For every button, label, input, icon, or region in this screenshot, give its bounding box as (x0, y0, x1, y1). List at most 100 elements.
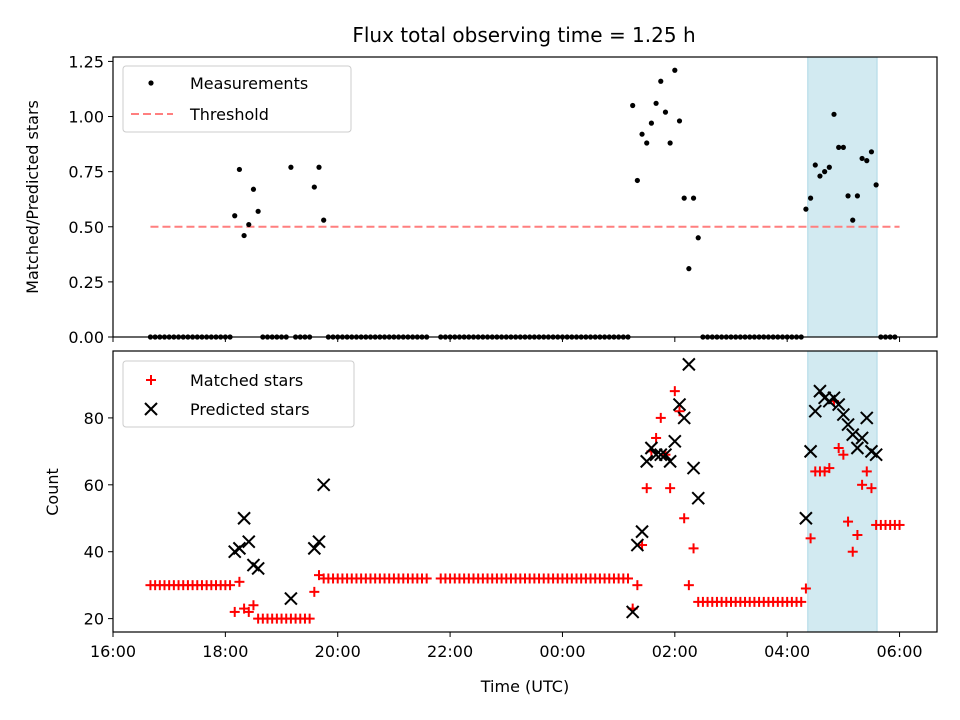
matched-star-point (225, 580, 236, 591)
measurement-point (288, 164, 294, 170)
measurement-point (644, 140, 650, 146)
measurement-point (321, 217, 327, 223)
legend-predicted-marker (144, 402, 158, 416)
measurement-point (868, 149, 875, 155)
measurement-point (639, 131, 645, 137)
matched-star-point (623, 573, 633, 584)
top-observing-window-band (807, 56, 878, 338)
predicted-star-point (232, 541, 247, 556)
bottom-plot-frame (112, 350, 938, 633)
matched-star-point (838, 449, 849, 460)
top-y-tick-label: 0.75 (68, 163, 104, 182)
matched-star-point (243, 606, 254, 617)
matched-star-point (847, 546, 858, 557)
measurement-point (873, 182, 879, 188)
top-plot-frame (112, 56, 938, 338)
matched-star-point (421, 573, 432, 584)
x-tick-label: 06:00 (876, 642, 922, 661)
measurement-point (812, 162, 818, 168)
x-tick-label: 20:00 (315, 642, 361, 661)
measurement-point (634, 177, 640, 184)
measurement-point (676, 118, 683, 124)
measurement-point (658, 78, 664, 84)
bottom-y-tick-label: 80 (84, 409, 104, 428)
measurement-point (803, 206, 809, 212)
predicted-star-point (836, 407, 851, 422)
measurement-point (836, 144, 842, 150)
x-tick-label: 18:00 (202, 642, 248, 661)
matched-star-point (800, 583, 811, 594)
measurement-point (695, 235, 701, 241)
legend-measurements-marker (148, 80, 154, 86)
matched-star-point (234, 576, 245, 587)
measurement-point (681, 195, 687, 201)
top-y-axis-label: Matched/Predicted stars (23, 100, 42, 294)
measurement-point (864, 158, 870, 164)
predicted-star-point (827, 391, 841, 405)
x-tick-label: 04:00 (764, 642, 810, 661)
bottom-y-tick-label: 20 (84, 610, 104, 629)
bottom-x-axis-label: Time (UTC) (480, 677, 569, 696)
measurement-point (662, 109, 669, 115)
matched-star-point (304, 613, 315, 624)
bottom-y-tick-label: 60 (84, 476, 104, 495)
legend-matched-label: Matched stars (190, 371, 303, 390)
measurement-point (831, 111, 837, 117)
measurement-point (255, 208, 261, 214)
measurement-point (630, 102, 636, 109)
predicted-star-point (251, 561, 265, 576)
measurement-point (316, 164, 322, 170)
predicted-star-point (654, 447, 668, 462)
predicted-star-point (682, 357, 696, 372)
x-tick-label: 02:00 (652, 642, 698, 661)
top-y-tick-label: 0.50 (68, 218, 104, 237)
matched-star-point (248, 600, 259, 611)
legend-matched-marker (146, 375, 156, 385)
chart-title: Flux total observing time = 1.25 h (352, 23, 695, 47)
predicted-star-point (808, 404, 822, 418)
predicted-star-point (803, 444, 818, 459)
measurement-point (850, 217, 856, 223)
top-y-tick-label: 0.25 (68, 273, 104, 292)
predicted-star-point (686, 461, 701, 475)
bottom-legend: Matched stars Predicted stars (122, 360, 355, 428)
predicted-star-point (691, 491, 705, 505)
predicted-star-point (630, 538, 645, 552)
measurement-point (672, 67, 678, 73)
predicted-star-point (644, 441, 659, 455)
predicted-star-point (672, 397, 687, 412)
measurement-point (653, 100, 659, 106)
top-legend: Measurements Threshold (122, 65, 352, 133)
matched-star-point (866, 483, 877, 494)
predicted-star-point (831, 397, 846, 412)
measurement-point (822, 169, 828, 175)
predicted-star-point (640, 454, 654, 469)
matched-star-point (805, 533, 816, 544)
matched-star-point (833, 443, 844, 454)
matched-star-point (843, 516, 854, 527)
predicted-star-point (312, 534, 326, 549)
predicted-star-point (869, 447, 883, 462)
predicted-star-point (860, 411, 874, 425)
x-tick-label: 16:00 (90, 642, 136, 661)
predicted-star-point (841, 417, 855, 432)
predicted-star-point (799, 511, 813, 525)
measurement-point (246, 221, 252, 228)
measurement-point (241, 232, 247, 239)
predicted-star-point (663, 454, 677, 469)
legend-threshold-label: Threshold (189, 105, 269, 124)
matched-star-point (655, 412, 666, 423)
predicted-star-point (625, 605, 640, 619)
measurement-point (236, 166, 243, 173)
matched-star-point (857, 479, 868, 490)
predicted-star-point (846, 427, 860, 442)
measurement-point (232, 213, 238, 219)
matched-star-point (679, 513, 690, 524)
measurement-point (807, 195, 814, 201)
x-tick-label: 00:00 (539, 642, 585, 661)
legend-measurements-label: Measurements (190, 74, 308, 93)
matched-star-point (894, 519, 905, 530)
matched-star-point (861, 466, 872, 477)
bottom-y-tick-label: 40 (84, 543, 104, 562)
